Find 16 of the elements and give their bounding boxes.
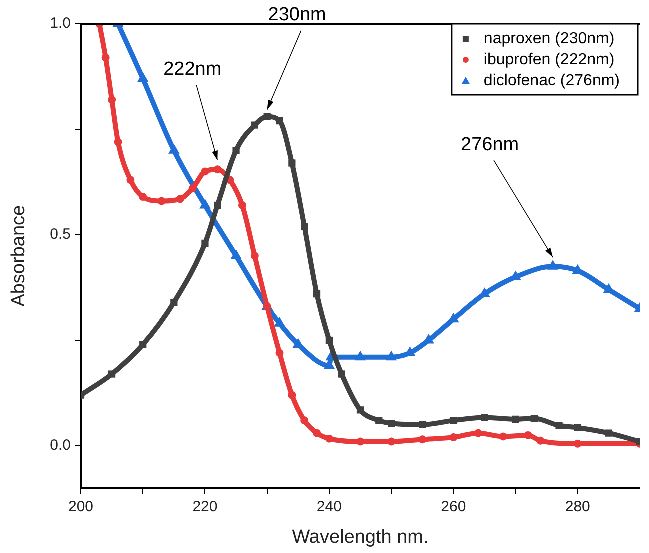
x-tick-label: 200 <box>68 498 94 516</box>
y-tick-label: 0.5 <box>50 226 71 244</box>
y-tick-label: 0.0 <box>50 437 71 454</box>
y-tick-label: 1.0 <box>50 15 71 32</box>
x-tick-label: 240 <box>316 498 342 516</box>
annotation: 222nm <box>164 59 222 80</box>
legend-label: ibuprofen (222nm) <box>484 51 615 68</box>
annotation: 230nm <box>268 4 326 26</box>
y-axis-title: Absorbance <box>8 205 30 307</box>
x-tick-label: 220 <box>192 498 218 516</box>
annotation: 276nm <box>460 134 520 156</box>
x-axis-title: Wavelength nm. <box>292 526 429 548</box>
x-tick-label: 280 <box>565 498 590 516</box>
x-tick-label: 260 <box>441 498 466 516</box>
legend-label: naproxen (230nm) <box>484 30 615 48</box>
legend-label: diclofenac (276nm) <box>484 72 620 90</box>
